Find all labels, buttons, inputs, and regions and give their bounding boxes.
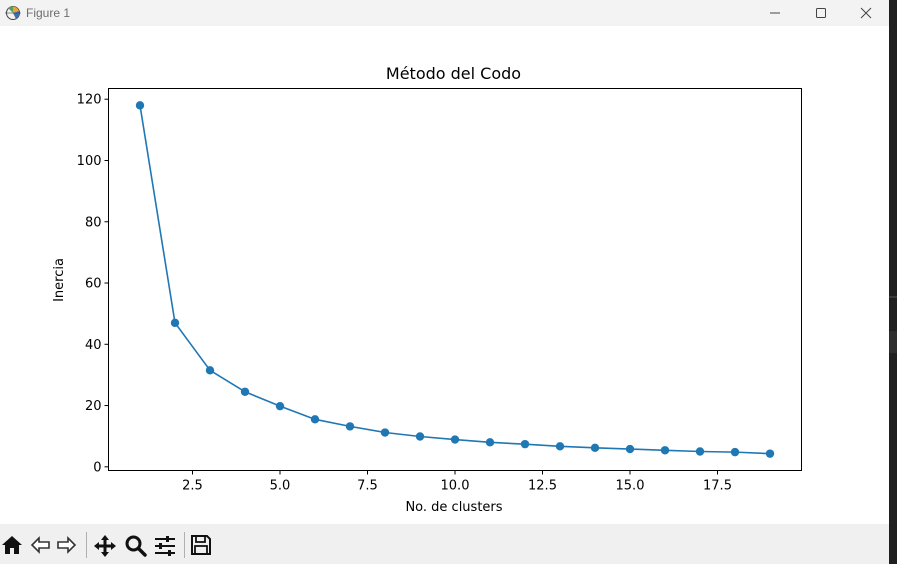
background-window-edge	[889, 0, 897, 564]
y-tick-label: 0	[93, 460, 101, 475]
back-icon	[30, 536, 50, 554]
data-point	[730, 447, 740, 457]
x-tick-label: 10.0	[441, 479, 470, 494]
data-point	[275, 401, 285, 411]
forward-icon	[57, 536, 77, 554]
y-tick-label: 40	[85, 338, 102, 353]
matplotlib-app-icon	[4, 4, 22, 22]
home-icon	[2, 536, 22, 554]
x-tick-label: 2.5	[182, 479, 203, 494]
data-point	[380, 428, 390, 437]
minimize-button[interactable]	[752, 0, 798, 26]
save-button[interactable]	[190, 534, 214, 558]
x-tick-label: 7.5	[357, 479, 378, 494]
y-axis: 0 20 40 60 80 100 120	[77, 93, 109, 475]
data-point	[205, 366, 215, 375]
data-point	[135, 101, 145, 110]
x-tick-label: 5.0	[270, 479, 291, 494]
window-titlebar: Figure 1	[0, 0, 889, 26]
pan-button[interactable]	[93, 534, 117, 558]
back-button[interactable]	[29, 534, 53, 558]
data-point	[520, 439, 530, 449]
data-point	[450, 435, 460, 444]
y-tick-label: 60	[85, 277, 102, 292]
pan-icon	[94, 535, 116, 557]
chart: Método del Codo 0 20 40 60 80 100 120 2.5 5.0 7.…	[52, 64, 802, 515]
home-button[interactable]	[1, 534, 25, 558]
x-tick-label: 15.0	[616, 479, 645, 494]
figure-canvas[interactable]: Método del Codo 0 20 40 60 80 100 120 2.5 5.0 7.…	[0, 26, 889, 524]
data-point	[555, 442, 565, 451]
data-point	[485, 438, 495, 447]
maximize-icon	[816, 8, 826, 18]
x-tick-label: 12.5	[528, 479, 557, 494]
series-line	[139, 105, 771, 455]
y-tick-label: 120	[77, 93, 102, 108]
close-icon	[860, 7, 872, 19]
data-point	[765, 449, 775, 458]
data-point	[415, 432, 425, 441]
data-point	[170, 318, 180, 328]
data-point	[625, 444, 635, 454]
y-axis-label: Inercia	[52, 258, 67, 302]
x-axis-label: No. de clusters	[405, 500, 502, 515]
plot-frame	[108, 88, 802, 471]
x-tick-label: 17.5	[703, 479, 732, 494]
forward-button[interactable]	[56, 534, 80, 558]
data-point	[660, 446, 670, 455]
configure-subplots-button[interactable]	[153, 534, 177, 558]
close-button[interactable]	[843, 0, 889, 26]
y-tick-label: 20	[85, 399, 102, 414]
series-group	[135, 101, 775, 458]
window-title: Figure 1	[26, 6, 71, 20]
y-tick-label: 80	[85, 215, 102, 230]
maximize-button[interactable]	[798, 0, 844, 26]
save-icon	[191, 535, 211, 555]
x-axis: 2.5 5.0 7.5 10.0 12.5 15.0 17.5	[182, 470, 732, 494]
navigation-toolbar	[0, 524, 889, 564]
data-point	[240, 387, 250, 396]
chart-title: Método del Codo	[386, 64, 521, 83]
data-point	[310, 415, 320, 424]
data-point	[345, 422, 355, 431]
configure-subplots-icon	[155, 536, 175, 556]
zoom-icon	[125, 535, 147, 557]
minimize-icon	[770, 12, 780, 14]
data-point	[695, 447, 705, 456]
y-tick-label: 100	[77, 154, 102, 169]
zoom-button[interactable]	[124, 534, 148, 558]
data-point	[590, 443, 600, 453]
